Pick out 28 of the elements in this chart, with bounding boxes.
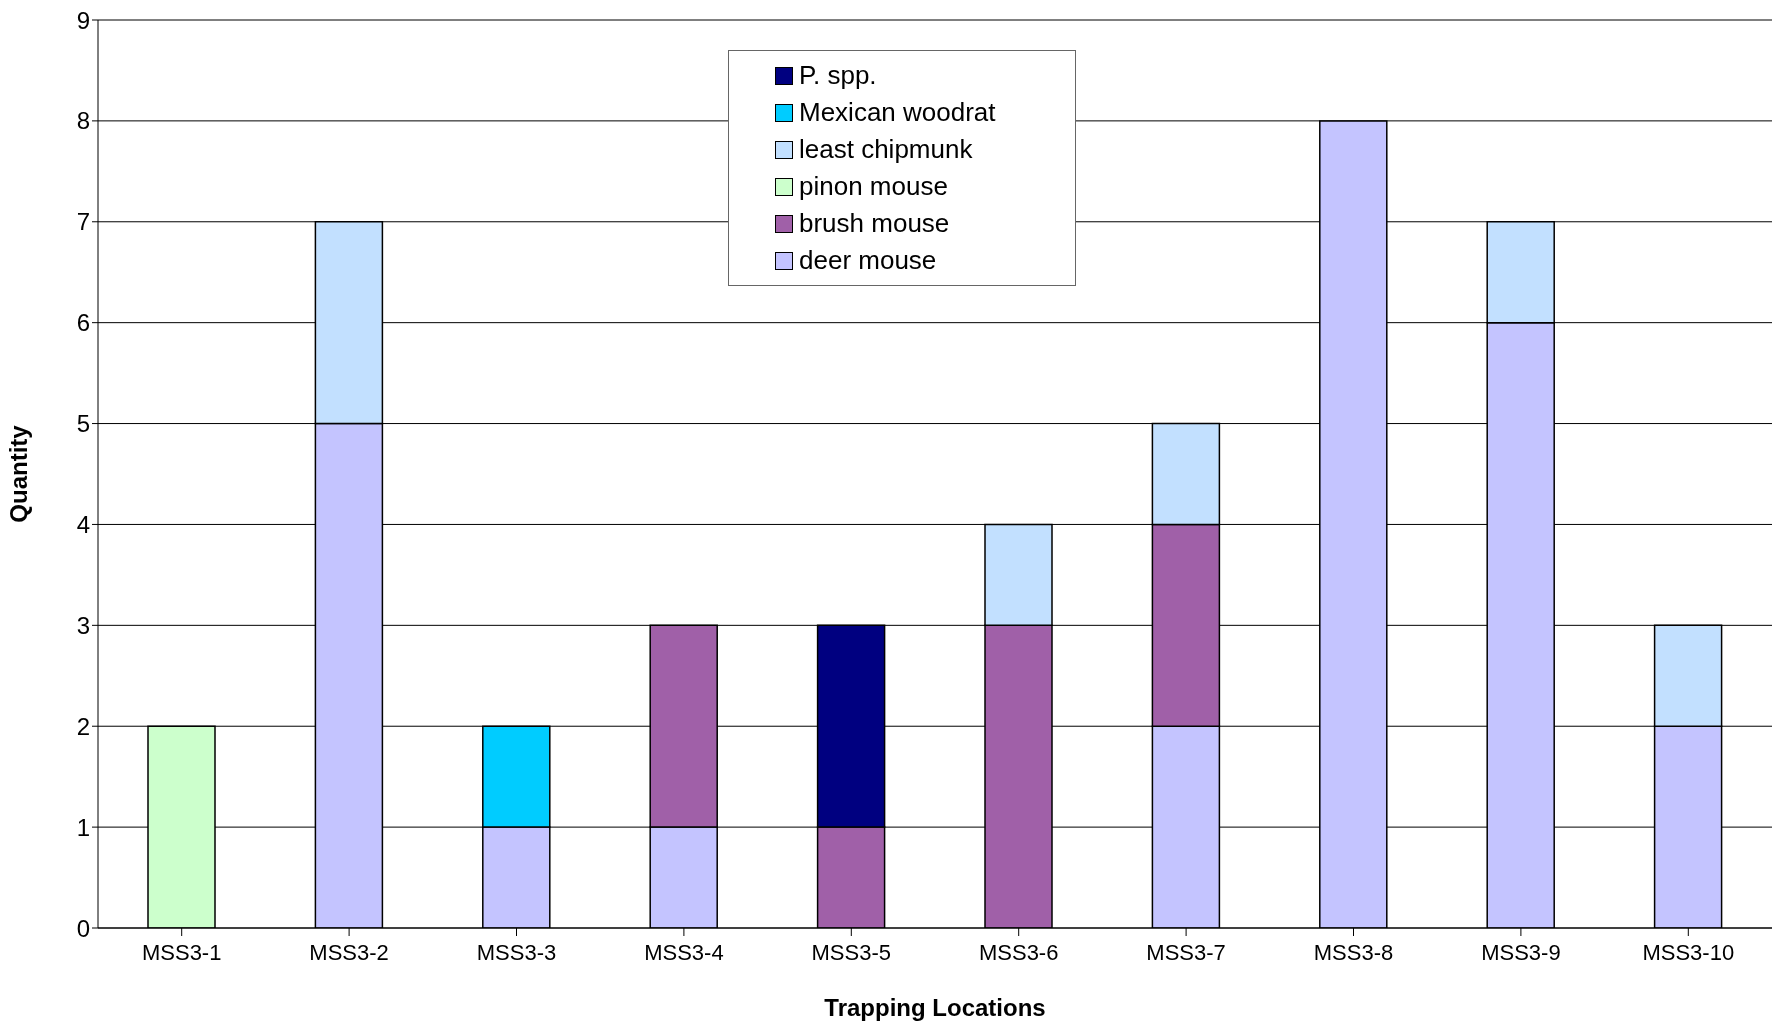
x-tick-label: MSS3-4 <box>644 939 724 965</box>
legend-label: brush mouse <box>799 208 950 239</box>
x-tick-label: MSS3-10 <box>1642 939 1735 965</box>
x-tick-label: MSS3-9 <box>1481 939 1561 965</box>
legend-label: P. spp. <box>799 60 877 91</box>
y-tick-label: 8 <box>76 107 90 135</box>
y-tick-label: 3 <box>76 611 90 639</box>
x-tick-label: MSS3-1 <box>141 939 222 965</box>
x-axis-title: Trapping Locations <box>824 994 1046 1021</box>
legend-label: Mexican woodrat <box>799 97 996 128</box>
x-tick-label: MSS3-7 <box>1146 939 1226 965</box>
x-tick-label: MSS3-6 <box>978 939 1059 965</box>
y-tick-label: 9 <box>76 6 90 34</box>
legend-label: pinon mouse <box>799 171 948 202</box>
legend-label: least chipmunk <box>799 134 973 165</box>
y-tick-label: 0 <box>76 914 90 942</box>
y-tick-label: 7 <box>76 208 90 236</box>
y-tick-label: 6 <box>76 309 90 337</box>
y-tick-label: 5 <box>76 410 90 438</box>
x-tick-label: MSS3-8 <box>1313 939 1394 965</box>
y-tick-label: 2 <box>76 712 90 740</box>
y-axis-title: Quantity <box>4 424 32 523</box>
x-tick-label: MSS3-5 <box>811 939 892 965</box>
legend-label: deer mouse <box>799 245 937 276</box>
y-tick-label: 1 <box>76 813 90 841</box>
y-tick-label: 4 <box>76 510 90 538</box>
x-tick-label: MSS3-2 <box>309 939 389 965</box>
x-tick-label: MSS3-3 <box>476 939 557 965</box>
